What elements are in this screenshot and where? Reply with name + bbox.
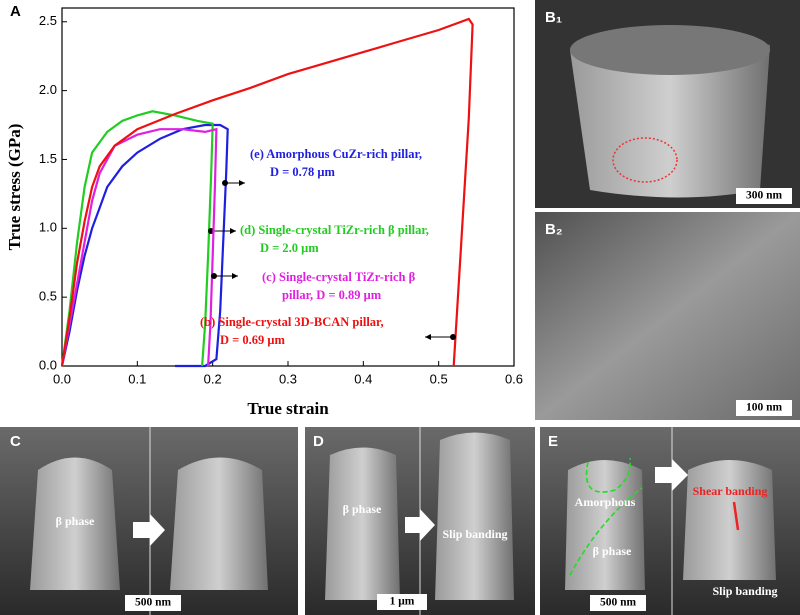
amorphous-label: Amorphous [575, 495, 636, 509]
series-label: (b) Single-crystal 3D-BCAN pillar, [200, 315, 384, 329]
series-detail: D = 0.78 μm [270, 165, 335, 179]
phase-label: β phase [593, 544, 632, 558]
pointer-dot [450, 334, 456, 340]
series-label: (c) Single-crystal TiZr-rich β [262, 270, 416, 284]
panel-letter: D [313, 433, 324, 450]
plot-frame [61, 7, 515, 367]
y-tick-label: 1.5 [39, 151, 57, 166]
x-tick-label: 0.1 [128, 371, 146, 386]
chart: A True strain True stress (GPa) 0.0 0.1 0.… [5, 3, 523, 418]
scale-bar: 300 nm [746, 190, 783, 202]
panel-b1: B₁ 300 nm [535, 0, 800, 208]
x-tick-label: 0.5 [430, 371, 448, 386]
phase-label: β phase [56, 514, 95, 528]
series-detail: D = 2.0 μm [260, 241, 319, 255]
y-tick-label: 1.0 [39, 220, 57, 235]
y-tick-label: 0.5 [39, 289, 57, 304]
pointer-head [232, 273, 238, 279]
y-tick-label: 2.0 [39, 82, 57, 97]
scale-bar: 1 μm [390, 596, 415, 608]
y-tick-label: 0.0 [39, 357, 57, 372]
y-axis-label: True stress (GPa) [5, 124, 24, 251]
scale-bar: 500 nm [135, 597, 172, 609]
panel-b2: B₂ 100 nm [535, 212, 800, 420]
panel-letter: B₂ [545, 221, 563, 238]
panel-d: D β phase Slip banding 1 μm [305, 427, 535, 615]
x-tick-label: 0.6 [505, 371, 523, 386]
pointer-dot [222, 180, 228, 186]
y-tick-label: 2.5 [39, 13, 57, 28]
slip-label: Slip banding [442, 527, 507, 541]
x-tick-label: 0.4 [354, 371, 372, 386]
panel-letter: B₁ [545, 9, 562, 26]
x-tick-label: 0.2 [204, 371, 222, 386]
pointer-dot [211, 273, 217, 279]
x-tick-label: 0.3 [279, 371, 297, 386]
series-line [60, 127, 218, 367]
series-detail: pillar, D = 0.89 μm [282, 288, 382, 302]
shear-label: Shear banding [693, 484, 768, 498]
scale-bar: 500 nm [600, 597, 637, 609]
panel-c: C β phase 500 nm [0, 427, 298, 615]
pointer-head [425, 334, 431, 340]
series-label: (d) Single-crystal TiZr-rich β pillar, [240, 223, 429, 237]
x-tick-label: 0.0 [53, 371, 71, 386]
pointer-head [230, 228, 236, 234]
series-detail: D = 0.69 μm [220, 333, 285, 347]
pointer-head [239, 180, 245, 186]
panel-letter: C [10, 433, 21, 450]
series-line [60, 110, 214, 367]
phase-label: β phase [343, 502, 382, 516]
series-line [60, 17, 474, 367]
panel-e: E Amorphous β phase Shear banding Slip b… [540, 427, 800, 615]
slip-label: Slip banding [712, 584, 777, 598]
series-line [60, 123, 229, 368]
panel-letter: A [10, 3, 21, 20]
x-axis-label: True strain [247, 399, 329, 418]
panel-letter: E [548, 433, 558, 450]
scale-bar: 100 nm [746, 402, 783, 414]
series-label: (e) Amorphous CuZr-rich pillar, [250, 147, 422, 161]
